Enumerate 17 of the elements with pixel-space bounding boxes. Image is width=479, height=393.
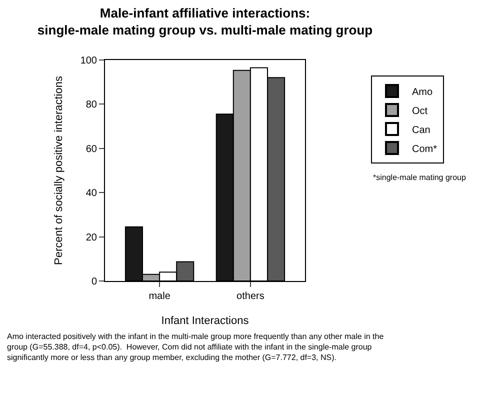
- x-axis-title: Infant Interactions: [161, 315, 250, 328]
- x-tick-label: others: [236, 291, 264, 302]
- chart-title: Male-infant affiliative interactions: single-male mating group vs. multi-male mating group: [37, 6, 373, 38]
- y-tick-label: 60: [86, 144, 98, 155]
- y-axis-title: Percent of socially positive interactions: [52, 76, 65, 265]
- y-tick-label: 20: [86, 232, 98, 244]
- legend-label: Com*: [412, 144, 438, 155]
- y-tick-label: 40: [86, 188, 98, 200]
- legend-label: Amo: [412, 86, 433, 98]
- y-tick-label: 80: [86, 100, 98, 111]
- text: *single-male mating group: [373, 173, 466, 182]
- legend-label: Can: [412, 124, 430, 136]
- y-tick-label: 0: [91, 276, 98, 288]
- legend-label: Oct: [412, 106, 428, 117]
- text: Amo interacted positively with the infant in the multi-male group more frequently than any other male in the group (G=55.388, df=4, p<0.05). However, Com did not affiliate with the infant in the single-male group significantly more or less than any group member, excluding the mother (G=7.772, df=3, NS).: [7, 332, 384, 362]
- x-tick-label: male: [148, 291, 171, 302]
- y-tick-label: 100: [80, 56, 98, 66]
